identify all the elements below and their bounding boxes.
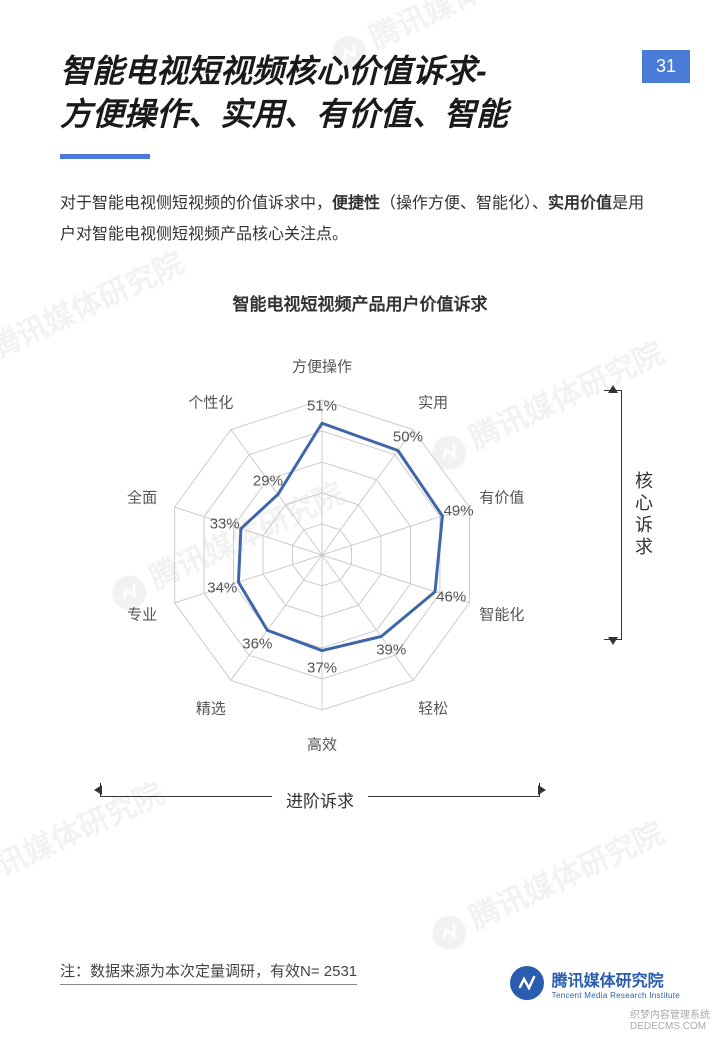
title-line-1: 智能电视短视频核心价值诉求- bbox=[60, 53, 487, 89]
radar-axis-label: 专业 bbox=[127, 603, 157, 624]
arrow-up-icon bbox=[608, 385, 618, 393]
radar-axis-label: 轻松 bbox=[418, 698, 448, 719]
radar-axis-label: 精选 bbox=[196, 698, 226, 719]
radar-axis-label: 有价值 bbox=[479, 486, 524, 507]
radar-chart: 方便操作 51% 实用 50% 有价值 49% 智能化 46% 轻松 39% 高效 37% 精选 36% 专… bbox=[60, 330, 660, 830]
arrow-right-icon bbox=[538, 785, 546, 795]
radar-value-label: 34% bbox=[207, 579, 237, 596]
description: 对于智能电视侧短视频的价值诉求中，便捷性（操作方便、智能化）、实用价值是用户对智… bbox=[60, 189, 660, 250]
title-line-2: 方便操作、实用、有价值、智能 bbox=[60, 96, 508, 132]
radar-axis-label: 实用 bbox=[418, 392, 448, 413]
radar-value-label: 36% bbox=[242, 636, 272, 653]
radar-value-label: 51% bbox=[307, 398, 337, 415]
core-demand-label: 核心诉求 bbox=[630, 471, 656, 559]
brand-name-en: Tencent Media Research Institute bbox=[552, 991, 680, 1000]
desc-bold: 实用价值 bbox=[548, 195, 612, 212]
brand-name-cn: 腾讯媒体研究院 bbox=[552, 967, 680, 991]
radar-value-label: 37% bbox=[307, 659, 337, 676]
radar-axis-label: 智能化 bbox=[479, 603, 524, 624]
footnote: 注：数据来源为本次定量调研，有效N= 2531 bbox=[60, 960, 357, 985]
radar-axis-label: 高效 bbox=[307, 734, 337, 755]
radar-value-label: 49% bbox=[444, 502, 474, 519]
arrow-down-icon bbox=[608, 637, 618, 645]
radar-value-label: 33% bbox=[210, 515, 240, 532]
radar-axis-label: 方便操作 bbox=[292, 356, 352, 377]
small-credit: 织梦内容管理系统DEDECMS.COM bbox=[630, 1006, 710, 1032]
advanced-demand-label: 进阶诉求 bbox=[272, 787, 368, 812]
page-title: 智能电视短视频核心价值诉求- 方便操作、实用、有价值、智能 bbox=[60, 50, 660, 136]
brand-icon bbox=[510, 966, 544, 1000]
desc-bold: 便捷性 bbox=[332, 195, 380, 212]
radar-value-label: 46% bbox=[436, 589, 466, 606]
desc-part: 对于智能电视侧短视频的价值诉求中， bbox=[60, 195, 332, 212]
radar-axis-label: 全面 bbox=[127, 486, 157, 507]
chart-title: 智能电视短视频产品用户价值诉求 bbox=[60, 290, 660, 315]
title-underline bbox=[60, 154, 150, 159]
radar-value-label: 39% bbox=[376, 642, 406, 659]
desc-part: （操作方便、智能化）、 bbox=[380, 195, 548, 212]
brand-logo: 腾讯媒体研究院 Tencent Media Research Institute bbox=[510, 966, 680, 1000]
advanced-demand-bracket: 进阶诉求 bbox=[100, 783, 540, 822]
radar-axis-label: 个性化 bbox=[188, 392, 233, 413]
radar-value-label: 50% bbox=[393, 428, 423, 445]
radar-value-label: 29% bbox=[253, 472, 283, 489]
core-demand-bracket: 核心诉求 bbox=[604, 390, 656, 640]
arrow-left-icon bbox=[94, 785, 102, 795]
